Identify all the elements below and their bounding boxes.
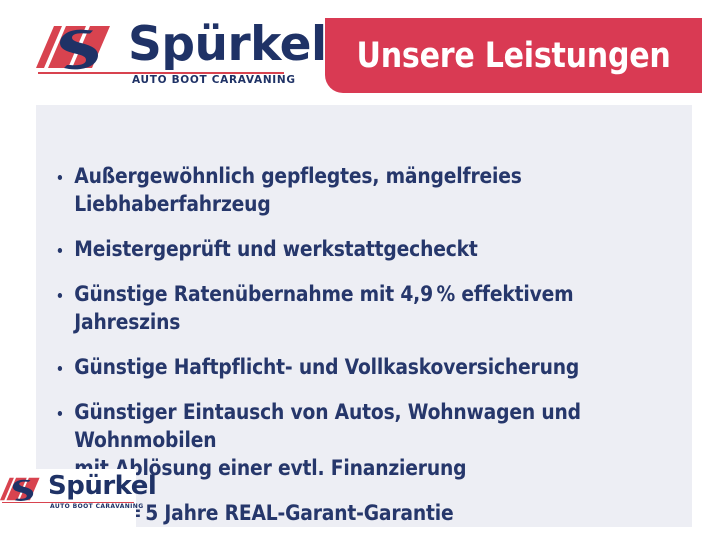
brand-wordmark: Spürkel — [48, 471, 157, 501]
list-item: Meistergeprüft und werkstattgecheckt — [56, 236, 595, 264]
list-item: Außergewöhnlich gepflegtes, mängelfreies… — [56, 163, 595, 219]
brand-tagline: AUTO BOOT CARAVANING — [132, 74, 296, 86]
brand-divider-rule — [2, 502, 134, 503]
spurkel-swoosh-s-icon — [0, 476, 46, 502]
brand-divider-rule — [38, 72, 284, 74]
brand-logo-header[interactable]: Spürkel AUTO BOOT CARAVANING — [36, 18, 327, 87]
page-footer — [0, 527, 728, 544]
list-item: Günstige Haftpflicht- und Vollkaskoversi… — [56, 354, 595, 382]
benefits-list: Außergewöhnlich gepflegtes, mängelfreies… — [56, 163, 676, 545]
page-title: Unsere Leistungen — [356, 35, 671, 76]
list-item: Günstige Ratenübernahme mit 4,9 % effekt… — [56, 281, 595, 337]
benefits-panel: Außergewöhnlich gepflegtes, mängelfreies… — [36, 105, 692, 527]
brand-tagline: AUTO BOOT CARAVANING — [50, 503, 144, 510]
brand-wordmark: Spürkel — [128, 17, 327, 72]
brand-logo-footer[interactable]: Spürkel AUTO BOOT CARAVANING — [0, 471, 157, 514]
spurkel-swoosh-s-icon — [36, 24, 122, 70]
page-header: Spürkel AUTO BOOT CARAVANING Unsere Leis… — [0, 0, 728, 105]
list-item: Günstiger Eintausch von Autos, Wohnwagen… — [56, 399, 595, 483]
title-banner: Unsere Leistungen — [325, 18, 702, 93]
